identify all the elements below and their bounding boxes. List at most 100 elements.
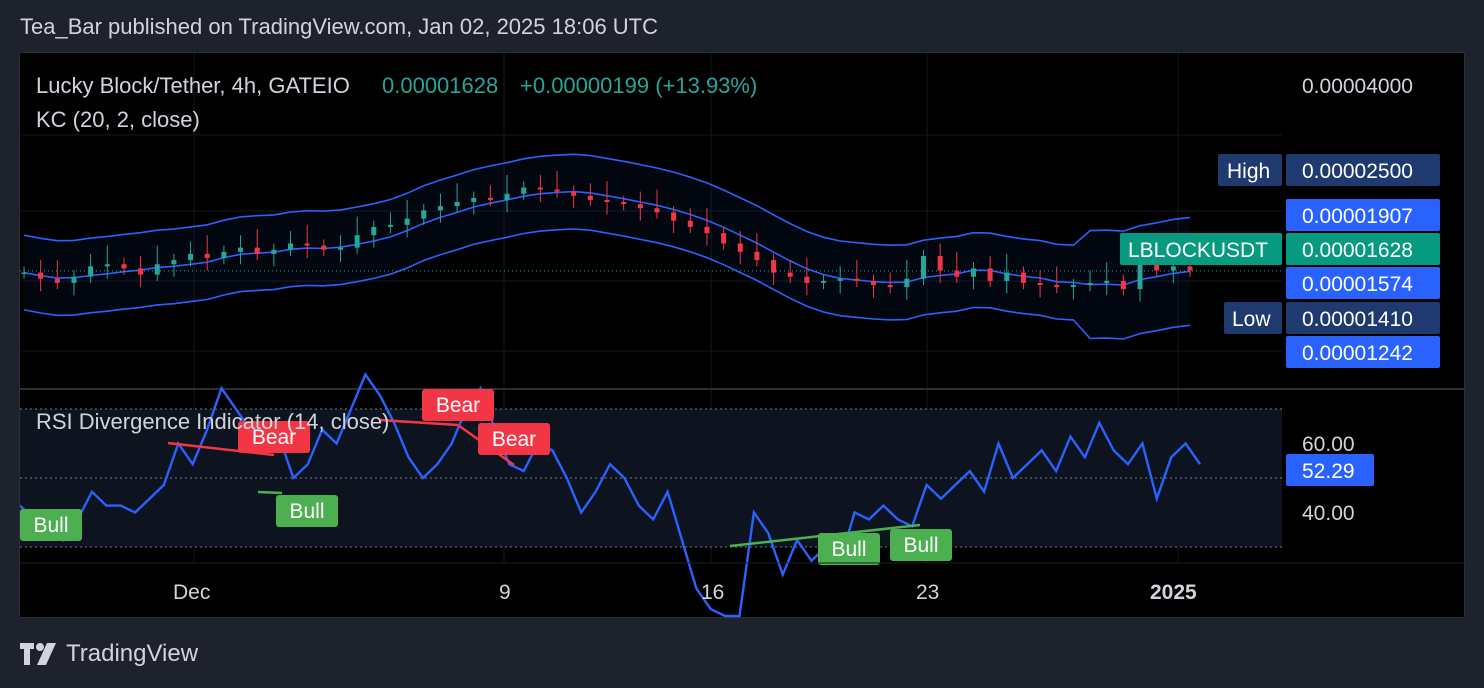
candle-body	[437, 206, 443, 211]
low-label: Low	[1232, 308, 1271, 331]
candle-body	[637, 204, 643, 209]
candle-body	[154, 264, 160, 275]
candle-body	[487, 197, 493, 200]
candle-body	[1004, 272, 1010, 281]
candle-body	[1070, 285, 1076, 288]
candle-body	[221, 251, 227, 259]
candle-body	[604, 199, 610, 203]
candle-body	[554, 189, 560, 192]
candle-body	[704, 226, 710, 234]
candle-body	[587, 195, 593, 200]
candle-body	[88, 266, 94, 277]
last-price-value: 0.00001628	[1302, 239, 1413, 262]
candle-body	[1104, 280, 1110, 283]
rsi-indicator-title: RSI Divergence Indicator (14, close)	[36, 409, 389, 434]
candle-body	[937, 255, 943, 271]
candle-body	[1054, 285, 1060, 288]
bull-signal-tag	[276, 495, 338, 527]
bear-signal-label: Bear	[492, 428, 536, 451]
candle-body	[771, 260, 777, 273]
time-tick-dec: Dec	[173, 581, 210, 604]
high-value: 0.00002500	[1302, 160, 1413, 183]
rsi-scale-upper: 60.00	[1302, 433, 1355, 456]
candle-body	[920, 255, 926, 279]
high-label: High	[1227, 160, 1270, 183]
candle-body	[1120, 280, 1126, 290]
candle-body	[1137, 260, 1143, 290]
candle-body	[1154, 260, 1160, 271]
bull-signal-label: Bull	[831, 538, 866, 561]
candle-body	[787, 272, 793, 277]
kc-lower-value: 0.00001242	[1302, 342, 1413, 365]
candle-body	[737, 243, 743, 252]
rsi-line	[20, 372, 1201, 618]
kc-lower-line	[23, 228, 1191, 340]
last-price-tag	[1286, 233, 1440, 265]
low-tag	[1224, 302, 1282, 334]
candle-body	[521, 187, 527, 194]
footer-brand[interactable]: TradingView	[20, 640, 198, 668]
candle-body	[404, 218, 410, 225]
candle-body	[687, 220, 693, 227]
kc-basis-tag	[1286, 267, 1440, 299]
kc-upper-line	[23, 153, 1191, 247]
candle-body	[21, 272, 27, 275]
kc-upper-value: 0.00001907	[1302, 205, 1413, 228]
candle-body	[904, 278, 910, 288]
candle-body	[54, 278, 60, 283]
symbol-title: Lucky Block/Tether, 4h, GATEIO	[36, 73, 350, 98]
price-scale-top: 0.00004000	[1302, 75, 1413, 98]
candle-body	[754, 251, 760, 261]
candle-body	[887, 285, 893, 288]
keltner-channel	[20, 153, 1282, 340]
bull-signal-label: Bull	[33, 514, 68, 537]
bull-divergence-line	[257, 490, 283, 495]
candle-body	[804, 276, 810, 283]
candle-body	[104, 264, 110, 267]
price-chart[interactable]: Bull Bear Bull Bear Bear Bull Bull Lucky Block…	[20, 53, 1466, 619]
kc-fill	[24, 154, 1190, 339]
candle-body	[421, 210, 427, 219]
low-value: 0.00001410	[1302, 308, 1413, 331]
tradingview-logo-icon	[20, 643, 56, 665]
legend-change: +0.00000199 (+13.93%)	[520, 73, 757, 98]
rsi-current-value: 52.29	[1302, 460, 1355, 483]
bear-signal-label: Bear	[436, 394, 480, 417]
candle-body	[571, 191, 577, 196]
candle-body	[671, 212, 677, 221]
bear-signal-tag	[478, 423, 550, 455]
candle-body	[304, 243, 310, 246]
rsi-series-line	[20, 372, 1201, 618]
time-tick-2025: 2025	[1150, 581, 1197, 604]
bull-signal-tag	[818, 533, 880, 565]
grid	[20, 53, 1282, 563]
time-tick-16: 16	[701, 581, 724, 604]
candle-body	[337, 247, 343, 250]
bull-signal-label: Bull	[289, 500, 324, 523]
candle-body	[537, 187, 543, 190]
candle-body	[854, 278, 860, 281]
published-caption: Tea_Bar published on TradingView.com, Ja…	[20, 14, 658, 39]
candle-body	[471, 197, 477, 203]
candle-body	[387, 224, 393, 227]
candle-body	[321, 245, 327, 250]
chart-frame[interactable]: Bull Bear Bull Bear Bear Bull Bull Lucky Block…	[19, 52, 1466, 619]
low-value-tag	[1286, 302, 1440, 334]
bear-signal-tag	[422, 389, 494, 421]
candle-body	[38, 272, 44, 279]
candle-body	[238, 247, 244, 252]
candle-body	[821, 280, 827, 283]
candle-body	[621, 202, 627, 205]
time-tick-9: 9	[499, 581, 511, 604]
candle-body	[288, 243, 294, 250]
bear-signal-label: Bear	[252, 426, 296, 449]
bear-signal-tag	[238, 421, 310, 453]
indicator-title: KC (20, 2, close)	[36, 107, 200, 132]
candle-body	[1020, 272, 1026, 283]
candle-body	[987, 268, 993, 281]
kc-upper-tag	[1286, 199, 1440, 231]
candle-body	[954, 270, 960, 277]
symbol-tag-label: LBLOCKUSDT	[1128, 239, 1268, 262]
bull-signal-tag	[890, 529, 952, 561]
candle-body	[271, 249, 277, 254]
